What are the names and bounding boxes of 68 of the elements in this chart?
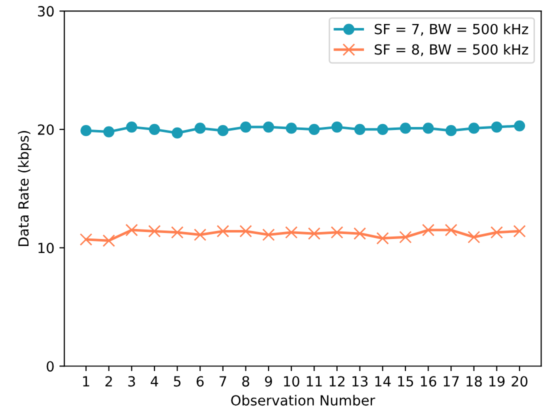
point: [194, 228, 206, 242]
point: [308, 124, 320, 135]
x-tick-label: 18: [466, 376, 482, 387]
point: [125, 224, 138, 236]
point: [126, 122, 138, 133]
point: [354, 124, 366, 135]
point: [491, 122, 502, 133]
point: [262, 228, 275, 242]
x-tick-label: 14: [375, 376, 391, 386]
x-tick-label: 4: [150, 376, 158, 386]
y-tick-label: 30: [38, 6, 54, 17]
point: [148, 224, 161, 238]
point: [171, 226, 184, 239]
x-tick-label: 9: [265, 376, 272, 387]
point: [330, 226, 344, 239]
x-tick-label: 2: [105, 376, 112, 386]
y-tick-label: 10: [38, 242, 54, 254]
x-tick-label: 6: [196, 376, 204, 387]
x-tick-label: 7: [220, 376, 226, 386]
legend-label: SF = 8, BW = 500 kHz: [374, 44, 528, 56]
point: [239, 224, 252, 238]
point: [444, 224, 458, 236]
x-tick-label: 11: [306, 376, 322, 386]
point: [240, 122, 252, 133]
point: [285, 226, 298, 239]
point: [400, 122, 411, 134]
point: [217, 125, 228, 136]
y-axis-title: Data Rate (kbps): [18, 131, 32, 246]
point: [446, 125, 457, 136]
y-tick-label: 0: [46, 361, 54, 372]
legend-label: SF = 7, BW = 500 kHz: [374, 24, 528, 36]
point: [286, 122, 297, 134]
point: [513, 224, 526, 238]
x-tick-label: 1: [83, 376, 90, 386]
point: [194, 122, 206, 134]
point: [422, 122, 434, 134]
x-tick-label: 20: [512, 376, 528, 387]
point: [376, 232, 389, 245]
x-tick-label: 10: [284, 376, 300, 387]
point: [216, 224, 230, 238]
y-tick-label: 20: [38, 124, 54, 135]
x-tick-label: 12: [330, 376, 344, 386]
point: [514, 120, 526, 132]
point: [354, 227, 366, 240]
point: [148, 124, 160, 135]
x-axis-title: Observation Number: [231, 394, 376, 406]
point: [308, 227, 320, 240]
x-tick-label: 8: [242, 376, 250, 387]
point: [468, 230, 480, 244]
x-tick-label: 19: [489, 376, 505, 387]
point: [80, 125, 92, 136]
point: [80, 233, 92, 246]
point: [422, 224, 435, 236]
x-tick-label: 5: [174, 376, 180, 387]
point: [103, 126, 114, 138]
x-tick-label: 17: [444, 376, 459, 386]
point: [262, 122, 274, 133]
x-tick-label: 15: [398, 376, 414, 387]
point: [102, 234, 116, 247]
x-tick-label: 3: [128, 376, 135, 387]
point: [490, 226, 503, 239]
point: [331, 122, 343, 133]
point: [468, 122, 480, 134]
point: [399, 230, 412, 244]
x-tick-label: 13: [352, 376, 368, 387]
x-tick-label: 16: [420, 376, 436, 387]
point: [172, 127, 183, 139]
point: [377, 124, 388, 135]
